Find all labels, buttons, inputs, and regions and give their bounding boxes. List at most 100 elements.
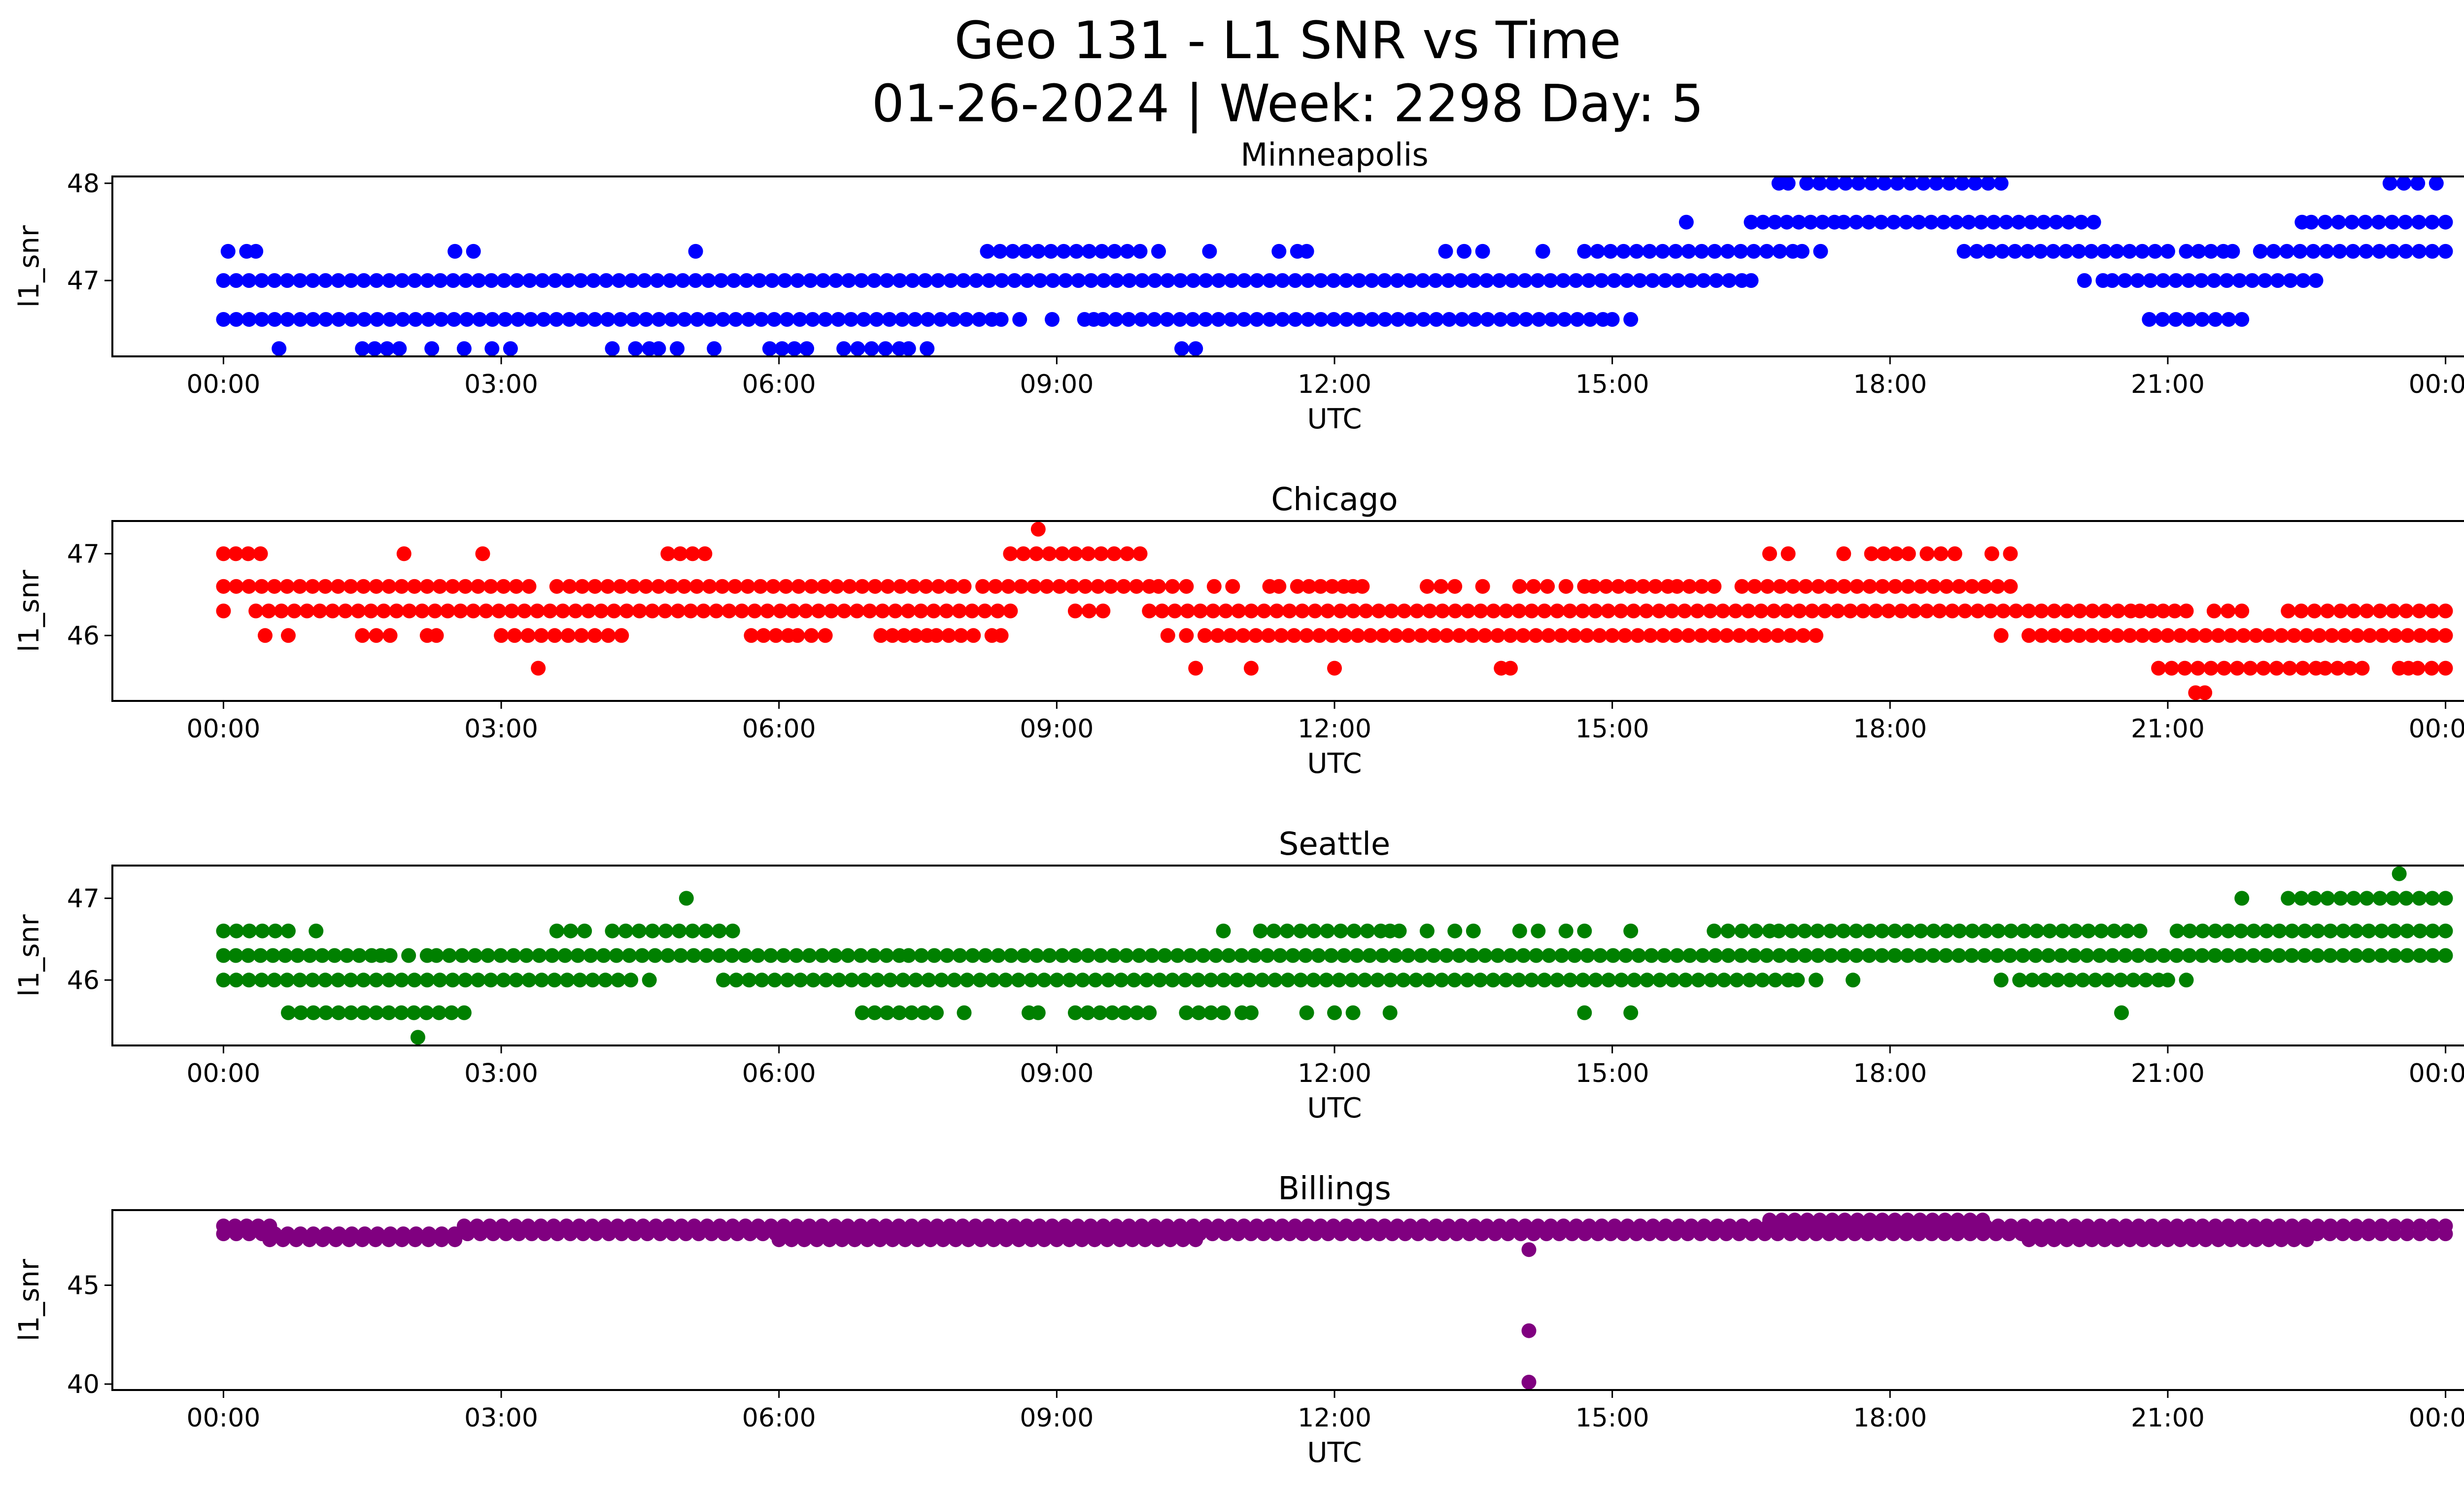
data-point: [407, 579, 422, 594]
data-point: [920, 312, 935, 327]
data-point: [1094, 546, 1109, 561]
data-point: [2306, 243, 2321, 259]
data-point: [2182, 948, 2197, 963]
data-point: [605, 923, 620, 939]
data-point: [1785, 948, 1800, 963]
data-point: [2203, 243, 2219, 259]
data-point: [1528, 628, 1543, 643]
data-point: [1196, 948, 1211, 963]
data-point: [1492, 273, 1507, 288]
data-point: [2425, 1226, 2440, 1242]
data-point: [998, 1232, 1014, 1248]
data-point: [401, 948, 416, 963]
data-point: [2266, 243, 2281, 259]
data-point: [2259, 948, 2274, 963]
data-point: [2372, 243, 2387, 259]
data-point: [1526, 579, 1541, 594]
data-point: [1036, 973, 1052, 988]
data-point: [790, 628, 805, 643]
data-point: [2109, 243, 2124, 259]
data-point: [511, 1226, 526, 1242]
data-point: [1524, 603, 1540, 619]
data-point: [2020, 243, 2035, 259]
data-point: [1179, 1005, 1194, 1020]
data-point: [454, 948, 470, 963]
data-point: [787, 341, 802, 356]
data-point: [2382, 175, 2397, 191]
data-point: [824, 603, 839, 619]
data-point: [929, 628, 944, 643]
data-point: [2037, 973, 2053, 988]
data-point: [1563, 973, 1578, 988]
data-point: [1541, 628, 1556, 643]
data-point: [1950, 1226, 1965, 1242]
data-point: [1605, 628, 1620, 643]
data-point: [1147, 273, 1163, 288]
data-point: [1075, 973, 1090, 988]
data-point: [498, 1226, 513, 1242]
data-point: [420, 273, 435, 288]
data-point: [614, 1226, 629, 1242]
data-point: [216, 579, 231, 594]
data-point: [1780, 175, 1796, 191]
data-point: [484, 341, 500, 356]
data-point: [1888, 546, 1904, 561]
data-point: [1817, 603, 1832, 619]
data-point: [939, 603, 954, 619]
data-point: [241, 273, 257, 288]
data-point: [1836, 948, 1851, 963]
data-point: [1055, 546, 1070, 561]
data-point: [1913, 948, 1928, 963]
data-point: [2398, 214, 2413, 230]
data-point: [1247, 948, 1262, 963]
data-point: [965, 948, 980, 963]
data-point: [1916, 175, 1931, 191]
data-point: [1099, 1232, 1115, 1248]
data-point: [1768, 973, 1783, 988]
data-point: [1815, 214, 1830, 230]
data-point: [712, 948, 727, 963]
data-point: [818, 628, 833, 643]
data-point: [1339, 273, 1354, 288]
data-point: [1253, 923, 1268, 939]
data-point: [980, 243, 995, 259]
data-point: [531, 661, 546, 676]
data-point: [1923, 214, 1939, 230]
data-point: [2297, 948, 2312, 963]
data-point: [355, 628, 370, 643]
data-point: [2017, 923, 2031, 939]
data-point: [752, 273, 767, 288]
y-tick-label: 45: [67, 1271, 100, 1300]
data-point: [1876, 546, 1891, 561]
data-point: [2348, 948, 2363, 963]
data-point: [281, 923, 296, 939]
data-point: [834, 1232, 850, 1248]
data-point: [241, 973, 257, 988]
data-point: [1512, 923, 1527, 939]
data-point: [941, 628, 957, 643]
panel-title: Minneapolis: [1240, 137, 1428, 174]
data-point: [1630, 628, 1645, 643]
data-point: [1864, 175, 1879, 191]
data-point: [716, 312, 731, 327]
data-point: [1398, 1226, 1413, 1242]
data-point: [1716, 973, 1732, 988]
data-point: [1535, 243, 1550, 259]
data-point: [265, 948, 280, 963]
data-point: [1243, 1005, 1259, 1020]
data-point: [519, 948, 534, 963]
panel-title: Billings: [1278, 1171, 1391, 1207]
data-point: [279, 973, 295, 988]
data-point: [2132, 923, 2148, 939]
data-point: [445, 973, 460, 988]
data-point: [1336, 948, 1352, 963]
data-point: [496, 579, 511, 594]
data-point: [1441, 273, 1456, 288]
data-point: [1823, 923, 1838, 939]
data-point: [1137, 1232, 1153, 1248]
data-point: [1460, 603, 1475, 619]
data-point: [750, 948, 765, 963]
data-point: [279, 273, 295, 288]
data-point: [991, 948, 1006, 963]
